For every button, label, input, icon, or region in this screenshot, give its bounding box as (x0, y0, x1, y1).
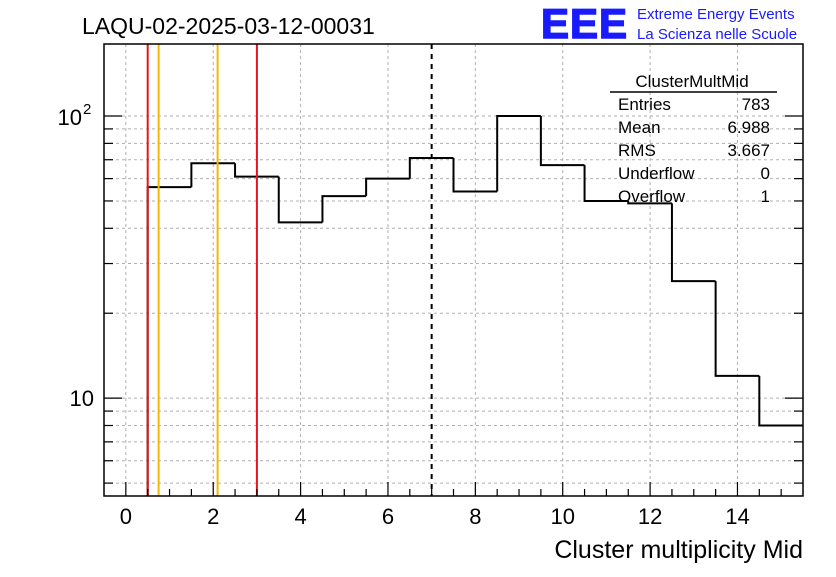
stats-row-value: 0 (761, 164, 770, 183)
stats-row-value: 6.988 (727, 118, 770, 137)
stats-row-label: Entries (618, 95, 671, 114)
histogram-bin (496, 115, 541, 192)
histogram-bin (758, 375, 803, 427)
histogram-bin (321, 195, 367, 223)
x-tick-label: 10 (550, 504, 574, 529)
histogram-bars (146, 115, 803, 496)
stats-row-value: 3.667 (727, 141, 770, 160)
x-tick-label: 0 (120, 504, 132, 529)
grid (104, 44, 803, 496)
histogram-bin (452, 157, 498, 193)
x-tick-label: 12 (638, 504, 662, 529)
logo-line1: Extreme Energy Events (637, 6, 795, 23)
histogram-bin (583, 165, 629, 202)
logo-line2: La Scienza nelle Scuole (637, 26, 797, 43)
run-title: LAQU-02-2025-03-12-00031 (82, 13, 375, 39)
stats-row-label: Underflow (618, 164, 695, 183)
eee-logo: EEE Extreme Energy Events La Scienza nel… (540, 0, 797, 48)
histogram-bin (627, 200, 672, 205)
stats-box: ClusterMultMid Entries 783 Mean 6.988 RMS 3.6… (610, 72, 777, 206)
histogram-bin (539, 116, 585, 167)
logo-text: EEE (541, 0, 628, 47)
marker-lines (146, 44, 433, 496)
x-axis-ticks: 0 2 4 6 8 10 12 14 (120, 482, 782, 529)
y-tick-label: 10 (58, 105, 82, 130)
x-tick-label: 8 (469, 504, 481, 529)
histogram-bin (365, 177, 410, 197)
histogram-bin (234, 163, 279, 178)
plot-frame (103, 43, 804, 497)
x-tick-label: 2 (207, 504, 219, 529)
histogram-bin (146, 186, 192, 496)
x-tick-label: 14 (725, 504, 749, 529)
stats-row-label: Mean (618, 118, 661, 137)
histogram-bin (190, 162, 236, 188)
stats-title: ClusterMultMid (635, 72, 748, 91)
stats-row-label: RMS (618, 141, 656, 160)
y-tick-label: 10 (70, 386, 94, 411)
histogram-bin (408, 156, 454, 179)
stats-row-value: 1 (761, 187, 770, 206)
y-tick-label-exponent: 2 (83, 101, 91, 118)
x-tick-label: 6 (382, 504, 394, 529)
histogram-bin (670, 203, 716, 283)
histogram-bin (277, 176, 323, 224)
stats-row-label: Overflow (618, 187, 686, 206)
stats-row-value: 783 (742, 95, 770, 114)
x-tick-label: 4 (294, 504, 306, 529)
histogram-bin (714, 281, 760, 377)
x-axis-label: Cluster multiplicity Mid (554, 536, 803, 564)
